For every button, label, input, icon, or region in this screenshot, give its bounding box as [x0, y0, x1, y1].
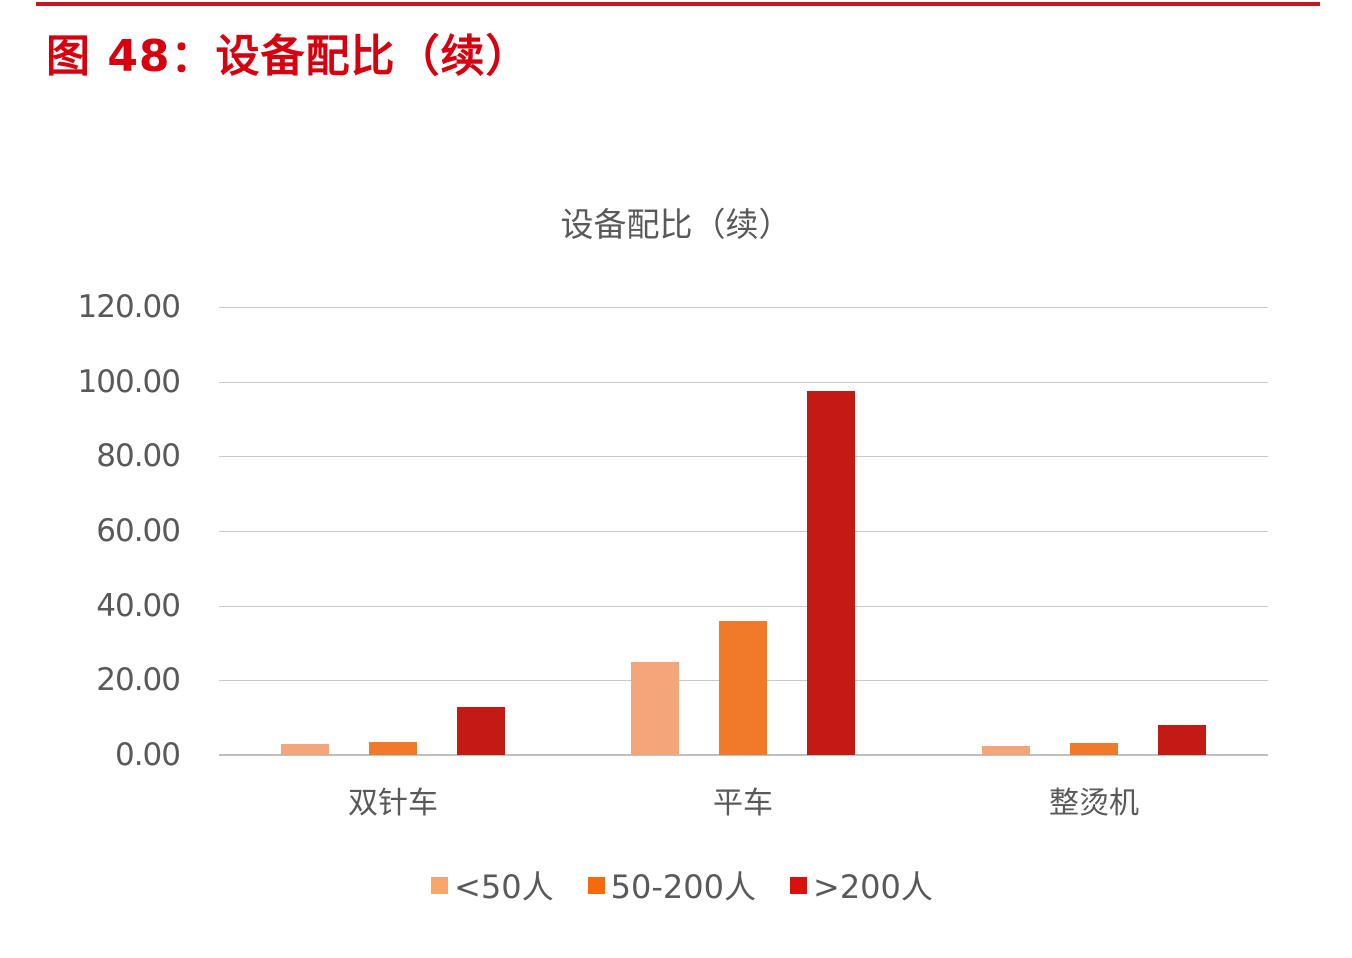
figure-title: 图 48：设备配比（续） [46, 31, 531, 82]
bar [457, 707, 505, 755]
legend-item: 50-200人 [587, 862, 756, 908]
y-tick-label: 120.00 [77, 289, 181, 325]
bar [1158, 725, 1206, 755]
gridline [219, 456, 1268, 458]
bar [1070, 743, 1118, 755]
chart-title: 设备配比（续） [560, 205, 792, 244]
gridline [219, 381, 1268, 383]
legend-swatch-icon [790, 876, 807, 894]
legend-label: >200人 [813, 868, 933, 906]
gridline [219, 307, 1268, 308]
legend-swatch-icon [587, 876, 605, 894]
bar [982, 746, 1030, 755]
bar [807, 391, 855, 755]
bar [719, 620, 767, 755]
y-tick-label: 40.00 [96, 587, 181, 624]
legend: <50人 50-200人 >200人 [0, 862, 1352, 908]
bar [369, 742, 417, 755]
legend-item: >200人 [790, 862, 933, 908]
bar [631, 662, 679, 755]
bar [281, 744, 329, 755]
y-tick-label: 100.00 [77, 363, 181, 400]
y-tick-label: 60.00 [96, 513, 181, 549]
legend-swatch-icon [431, 876, 449, 894]
top-rule [36, 2, 1320, 6]
x-category-label: 整烫机 [1049, 786, 1139, 821]
y-tick-label: 20.00 [96, 662, 181, 699]
y-tick-label: 80.00 [96, 438, 181, 475]
gridline [219, 531, 1268, 532]
x-category-label: 平车 [713, 786, 773, 821]
gridline [219, 605, 1268, 607]
legend-label: 50-200人 [610, 868, 756, 906]
y-tick-label: 0.00 [114, 737, 181, 773]
x-axis-line [219, 754, 1268, 756]
legend-label: <50人 [454, 868, 554, 906]
legend-item: <50人 [431, 862, 554, 908]
x-category-label: 双针车 [348, 786, 438, 821]
